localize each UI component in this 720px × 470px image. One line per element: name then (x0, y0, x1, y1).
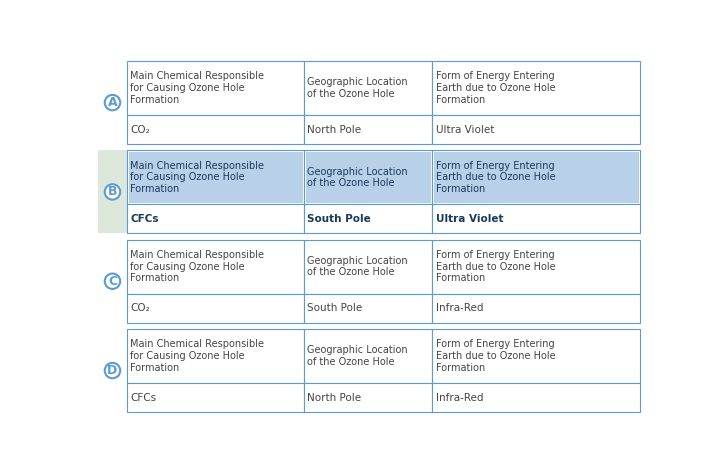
Text: South Pole: South Pole (307, 214, 371, 224)
Bar (433, 150, 640, 204)
Text: Geographic Location
of the Ozone Hole: Geographic Location of the Ozone Hole (307, 77, 408, 99)
Bar (433, 329, 640, 383)
Bar (305, 383, 433, 412)
Bar (129, 152, 302, 203)
Bar (127, 150, 305, 204)
Bar (433, 115, 640, 144)
Text: Ultra Violet: Ultra Violet (436, 214, 503, 224)
Text: Form of Energy Entering
Earth due to Ozone Hole
Formation: Form of Energy Entering Earth due to Ozo… (436, 161, 555, 194)
Text: CFCs: CFCs (130, 214, 159, 224)
Bar (127, 61, 305, 115)
Text: Geographic Location
of the Ozone Hole: Geographic Location of the Ozone Hole (307, 166, 408, 188)
Bar (305, 329, 433, 383)
Text: Form of Energy Entering
Earth due to Ozone Hole
Formation: Form of Energy Entering Earth due to Ozo… (436, 339, 555, 373)
Text: North Pole: North Pole (307, 392, 361, 403)
Bar (305, 61, 433, 115)
Text: B: B (108, 186, 117, 198)
Bar (127, 329, 305, 383)
Bar (305, 115, 433, 144)
Bar (127, 240, 305, 294)
Text: Ultra Violet: Ultra Violet (436, 125, 494, 134)
Bar (127, 204, 305, 234)
Text: Infra-Red: Infra-Red (436, 303, 483, 313)
Bar (433, 204, 640, 234)
Text: Infra-Red: Infra-Red (436, 392, 483, 403)
Bar (127, 115, 305, 144)
Circle shape (104, 184, 120, 200)
Bar (433, 240, 640, 294)
Text: North Pole: North Pole (307, 125, 361, 134)
Bar (305, 204, 433, 234)
Bar (98, 329, 640, 412)
Text: Main Chemical Responsible
for Causing Ozone Hole
Formation: Main Chemical Responsible for Causing Oz… (130, 250, 264, 283)
Bar (305, 150, 433, 204)
Bar (433, 294, 640, 323)
Text: CFCs: CFCs (130, 392, 156, 403)
Bar (306, 152, 431, 203)
Circle shape (104, 363, 120, 378)
Circle shape (104, 274, 120, 289)
Text: Geographic Location
of the Ozone Hole: Geographic Location of the Ozone Hole (307, 256, 408, 277)
Bar (434, 152, 639, 203)
Text: Main Chemical Responsible
for Causing Ozone Hole
Formation: Main Chemical Responsible for Causing Oz… (130, 71, 264, 105)
Text: Form of Energy Entering
Earth due to Ozone Hole
Formation: Form of Energy Entering Earth due to Ozo… (436, 71, 555, 105)
Bar (127, 383, 305, 412)
Text: C: C (108, 275, 117, 288)
Text: CO₂: CO₂ (130, 125, 150, 134)
Text: CO₂: CO₂ (130, 303, 150, 313)
Text: D: D (107, 364, 117, 377)
Text: Form of Energy Entering
Earth due to Ozone Hole
Formation: Form of Energy Entering Earth due to Ozo… (436, 250, 555, 283)
Text: Main Chemical Responsible
for Causing Ozone Hole
Formation: Main Chemical Responsible for Causing Oz… (130, 339, 264, 373)
Bar (433, 61, 640, 115)
Bar (305, 294, 433, 323)
Bar (305, 240, 433, 294)
Bar (127, 294, 305, 323)
Bar (98, 150, 640, 234)
Text: South Pole: South Pole (307, 303, 363, 313)
Bar (98, 240, 640, 323)
Text: Main Chemical Responsible
for Causing Ozone Hole
Formation: Main Chemical Responsible for Causing Oz… (130, 161, 264, 194)
Bar (98, 61, 640, 144)
Circle shape (104, 95, 120, 110)
Text: A: A (108, 96, 117, 109)
Text: Geographic Location
of the Ozone Hole: Geographic Location of the Ozone Hole (307, 345, 408, 367)
Bar (433, 383, 640, 412)
